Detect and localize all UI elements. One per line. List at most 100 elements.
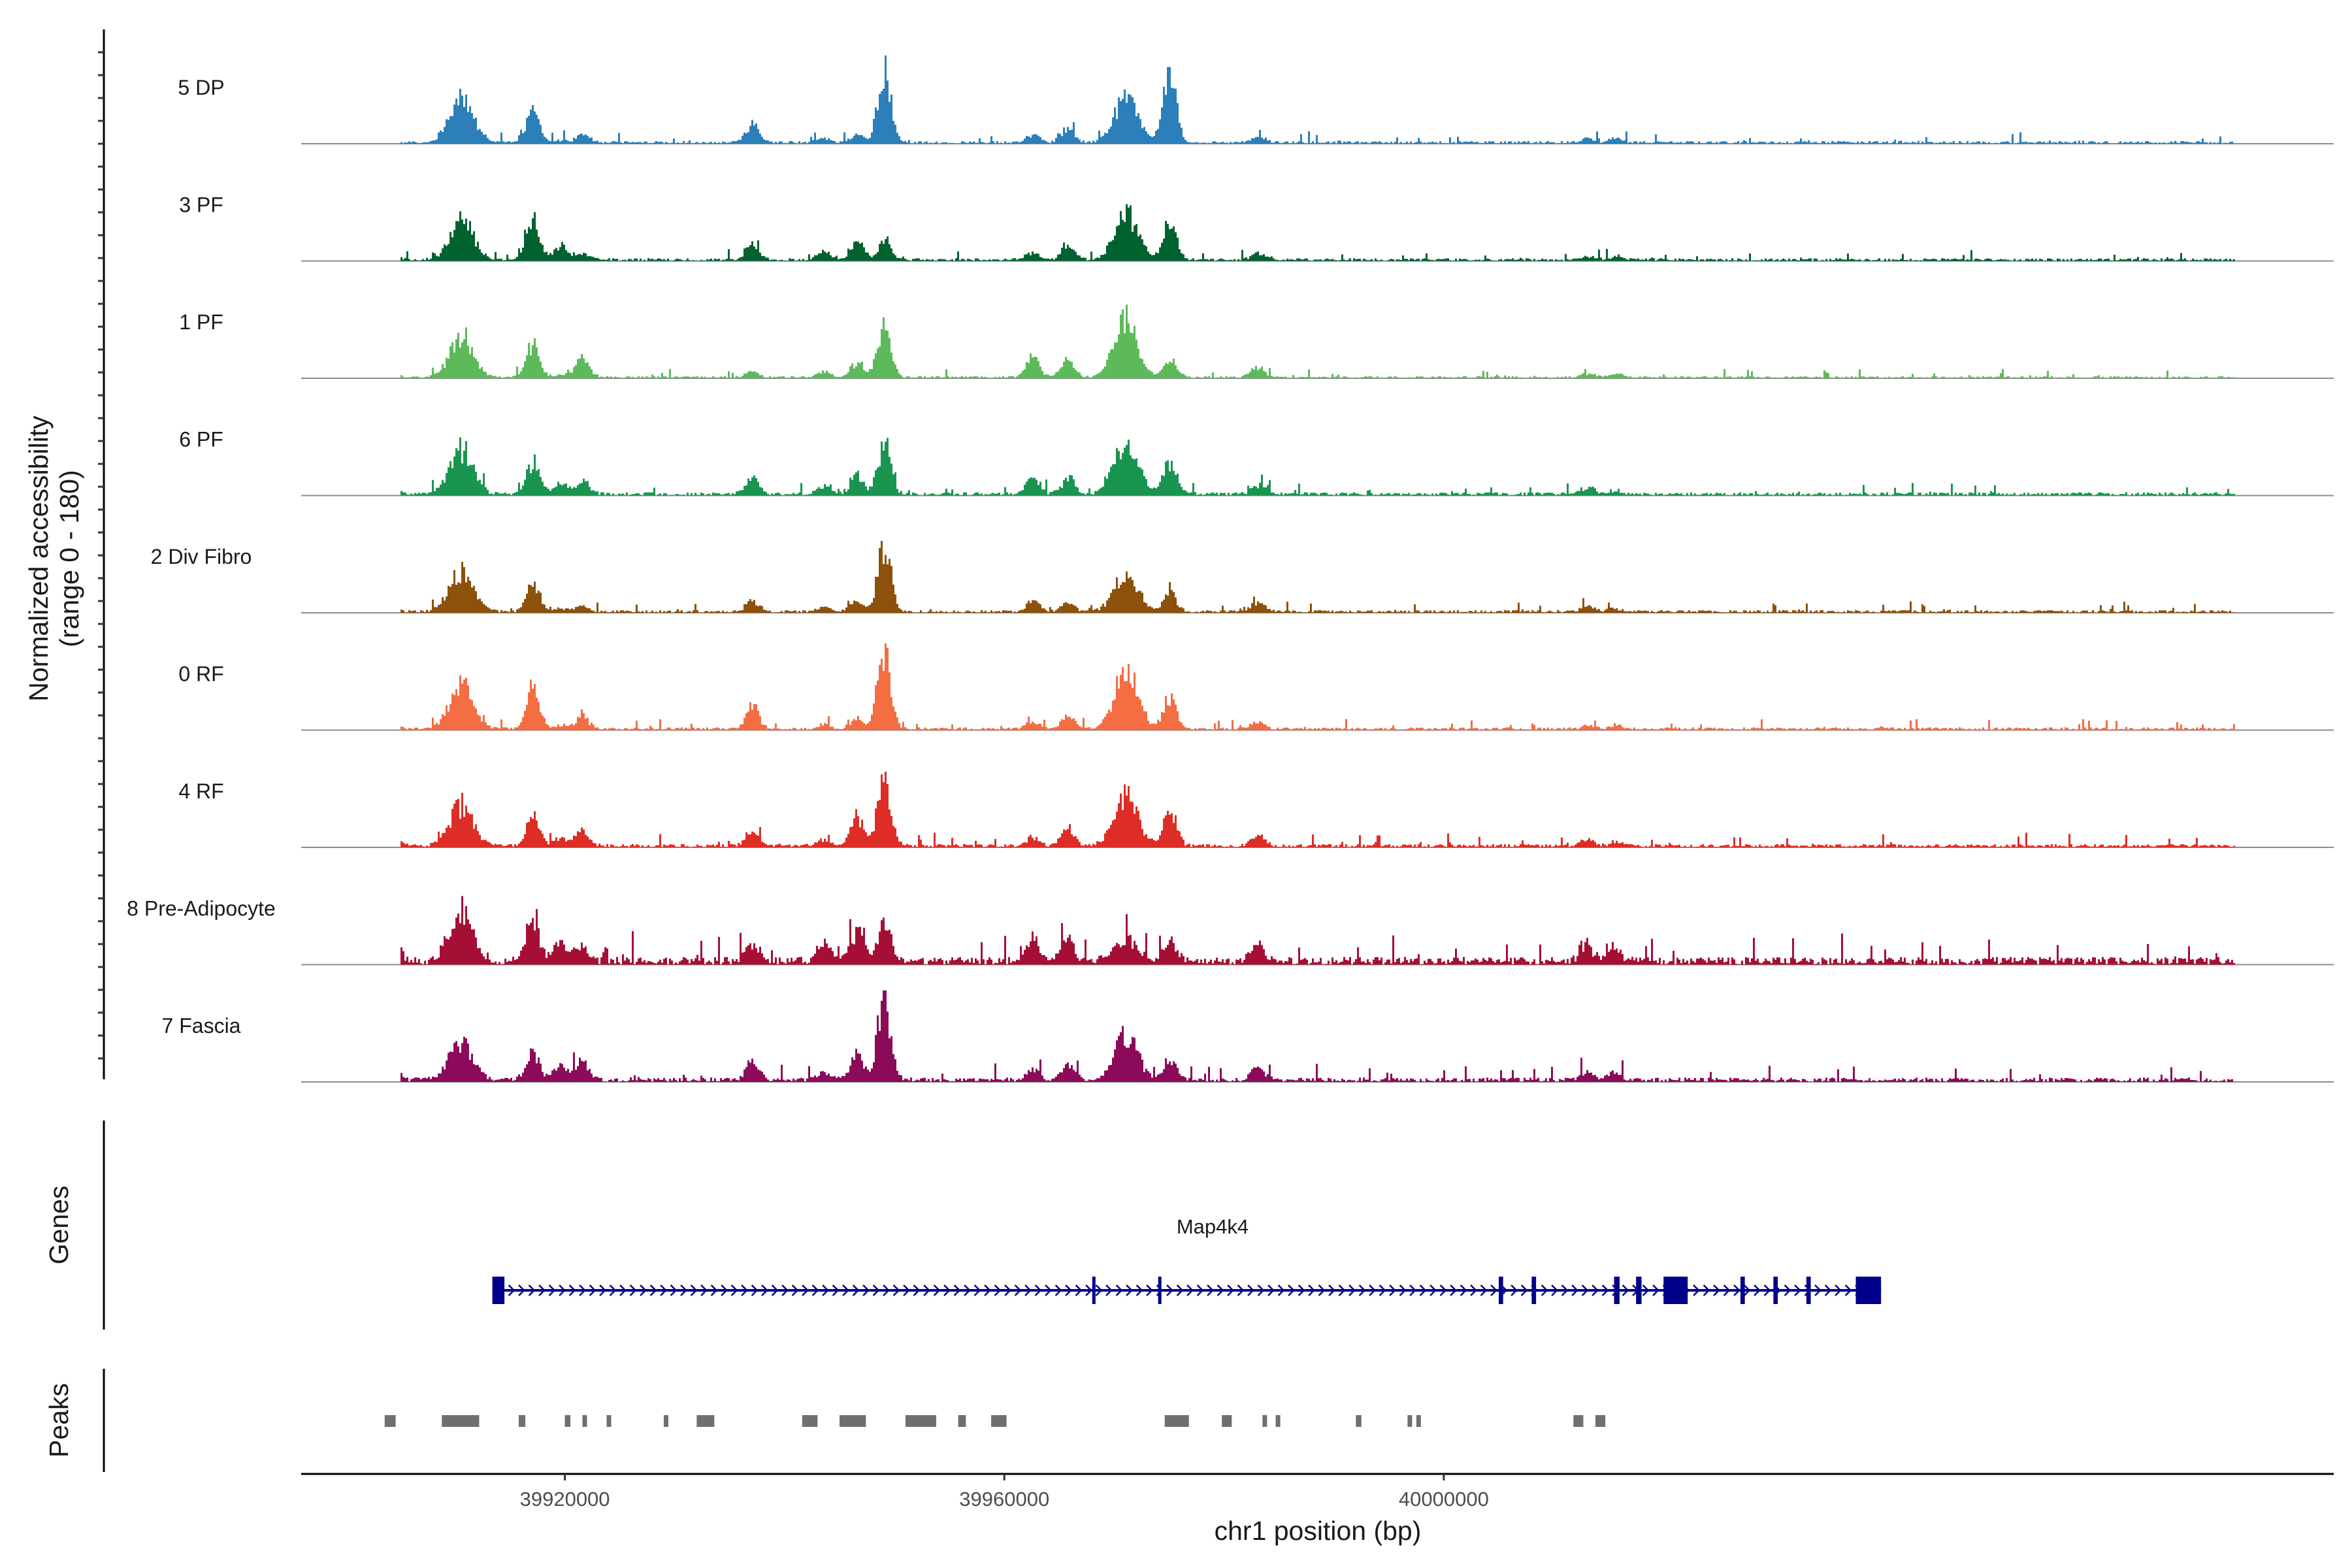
coverage-track: 1 PF — [179, 304, 2334, 379]
peak-region — [1416, 1415, 1421, 1427]
strand-arrow — [559, 1284, 566, 1296]
strand-arrow — [1288, 1284, 1295, 1296]
x-tick-label: 39920000 — [520, 1488, 610, 1511]
strand-arrow — [538, 1284, 546, 1296]
strand-arrow — [1217, 1284, 1224, 1296]
track-label: 3 PF — [179, 193, 223, 217]
gene-name-label: Map4k4 — [1177, 1215, 1249, 1238]
strand-arrow — [802, 1284, 809, 1296]
strand-arrow — [1511, 1284, 1518, 1296]
strand-arrow — [1004, 1284, 1011, 1296]
strand-arrow — [741, 1284, 748, 1296]
peak-region — [564, 1415, 570, 1427]
strand-arrow — [690, 1284, 698, 1296]
strand-arrow — [700, 1284, 708, 1296]
strand-arrow — [1176, 1284, 1184, 1296]
x-axis-ticks: 39920000 39960000 40000000 — [520, 1474, 1489, 1511]
peak-region — [696, 1415, 715, 1427]
strand-arrow — [1763, 1284, 1771, 1296]
exon — [492, 1277, 505, 1304]
strand-arrow — [1520, 1284, 1528, 1296]
coverage-track: 2 Div Fibro — [151, 540, 2334, 613]
strand-arrow — [1490, 1284, 1497, 1296]
strand-arrow — [1541, 1284, 1548, 1296]
strand-arrow — [1733, 1284, 1740, 1296]
strand-arrow — [710, 1284, 718, 1296]
strand-arrow — [1166, 1284, 1173, 1296]
strand-arrow — [1338, 1284, 1346, 1296]
coverage-track: 6 PF — [179, 428, 2334, 497]
strand-arrow — [1835, 1284, 1842, 1296]
strand-arrow — [1450, 1284, 1457, 1296]
strand-arrow — [1703, 1284, 1710, 1296]
strand-arrow — [568, 1284, 576, 1296]
strand-arrow — [1571, 1284, 1578, 1296]
strand-arrow — [1622, 1284, 1629, 1296]
coverage-track: 7 Fascia — [162, 990, 2334, 1083]
peak-region — [1595, 1415, 1606, 1427]
exon — [1773, 1277, 1778, 1304]
x-tick-label: 40000000 — [1399, 1488, 1489, 1511]
coverage-area — [400, 772, 2235, 847]
strand-arrow — [933, 1284, 941, 1296]
peak-region — [582, 1415, 587, 1427]
strand-arrow — [1308, 1284, 1315, 1296]
coverage-area — [400, 643, 2235, 730]
peak-region — [1407, 1415, 1413, 1427]
strand-arrow — [1389, 1284, 1396, 1296]
track-label: 6 PF — [179, 428, 223, 451]
strand-arrow — [1551, 1284, 1558, 1296]
y-axis-subtitle: (range 0 - 180) — [54, 470, 84, 647]
strand-arrow — [973, 1284, 981, 1296]
peak-region — [384, 1415, 396, 1427]
strand-arrow — [589, 1284, 596, 1296]
strand-arrow — [1045, 1284, 1052, 1296]
coverage-area — [400, 304, 2235, 378]
coverage-track: 5 DP — [178, 55, 2334, 144]
strand-arrow — [1277, 1284, 1285, 1296]
strand-arrow — [953, 1284, 961, 1296]
strand-arrow — [1723, 1284, 1731, 1296]
strand-arrow — [1369, 1284, 1376, 1296]
strand-arrow — [1054, 1284, 1062, 1296]
strand-arrow — [1186, 1284, 1194, 1296]
strand-arrow — [1601, 1284, 1609, 1296]
peak-region — [518, 1415, 526, 1427]
strand-arrow — [1146, 1284, 1153, 1296]
exon — [1855, 1277, 1882, 1304]
strand-arrow — [892, 1284, 900, 1296]
gene-model-map4k4 — [492, 1277, 1882, 1304]
peak-region — [958, 1415, 966, 1427]
coverage-track: 4 RF — [178, 772, 2334, 848]
strand-arrow — [680, 1284, 687, 1296]
strand-arrow — [1814, 1284, 1821, 1296]
coverage-track: 3 PF — [179, 193, 2334, 262]
strand-arrow — [1844, 1284, 1852, 1296]
strand-arrow — [649, 1284, 657, 1296]
strand-arrow — [1227, 1284, 1234, 1296]
strand-arrow — [640, 1284, 647, 1296]
peak-region — [663, 1415, 668, 1427]
x-axis-title: chr1 position (bp) — [1215, 1516, 1422, 1546]
coverage-y-ticks — [98, 51, 104, 1060]
strand-arrow — [721, 1284, 728, 1296]
strand-arrow — [1267, 1284, 1275, 1296]
strand-arrow — [619, 1284, 627, 1296]
track-label: 8 Pre-Adipocyte — [127, 897, 276, 921]
strand-arrow — [862, 1284, 870, 1296]
strand-arrow — [1115, 1284, 1123, 1296]
coverage-area — [400, 204, 2235, 261]
peak-region — [1164, 1415, 1189, 1427]
strand-arrow — [923, 1284, 930, 1296]
strand-arrow — [751, 1284, 759, 1296]
strand-arrow — [822, 1284, 829, 1296]
strand-arrow — [1824, 1284, 1832, 1296]
strand-arrow — [1105, 1284, 1113, 1296]
peak-region — [1573, 1415, 1584, 1427]
peak-region — [802, 1415, 818, 1427]
strand-arrow — [1358, 1284, 1366, 1296]
strand-arrow — [548, 1284, 556, 1296]
strand-arrow — [872, 1284, 880, 1296]
strand-arrow — [1794, 1284, 1801, 1296]
